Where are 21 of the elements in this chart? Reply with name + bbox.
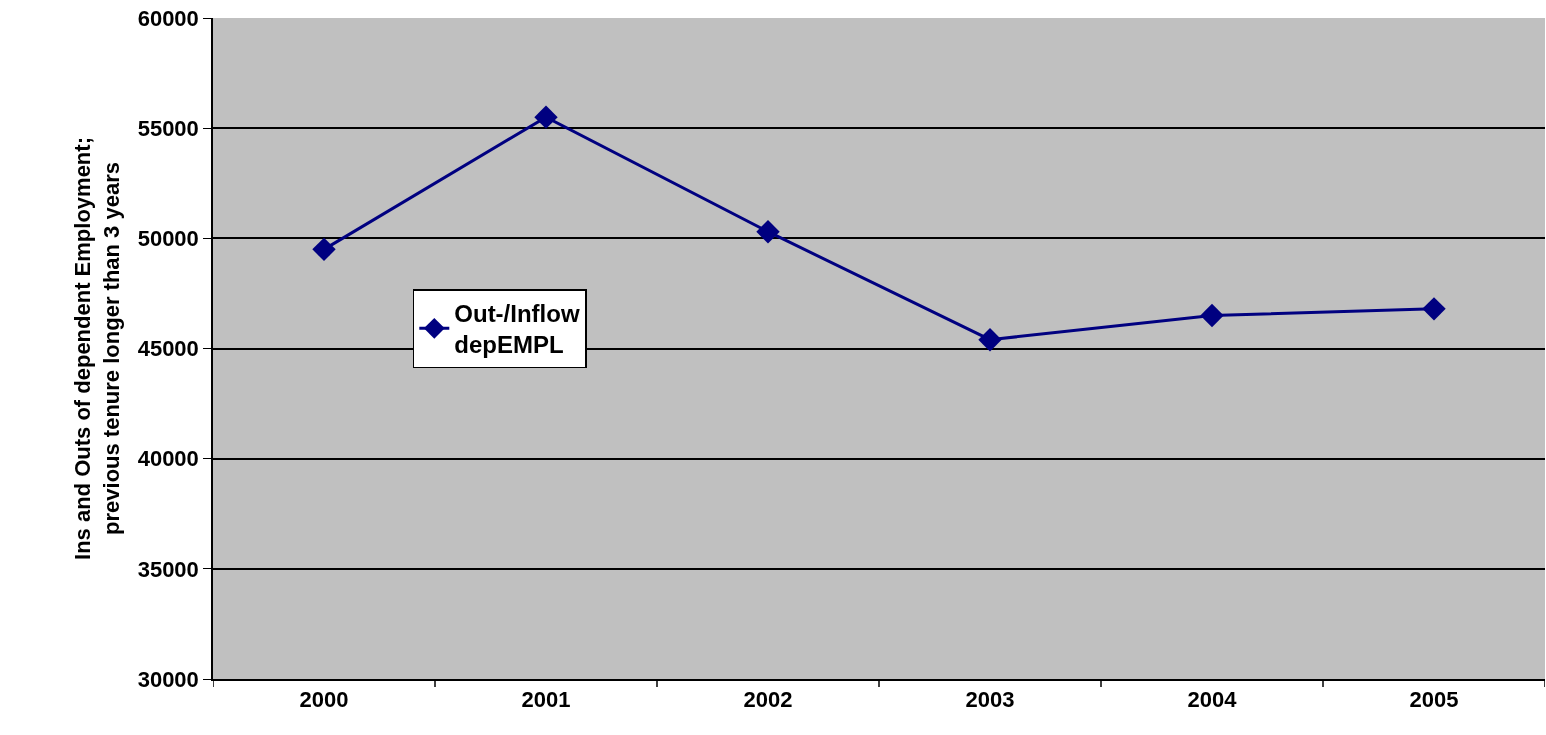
legend-label: Out-/Inflow depEMPL — [454, 300, 580, 359]
x-tick-label: 2004 — [1187, 687, 1238, 713]
y-tick-label: 35000 — [137, 556, 199, 582]
x-tick-label: 2002 — [743, 687, 793, 713]
point — [1422, 297, 1446, 321]
x-tick-label: 2001 — [521, 687, 571, 713]
y-tick-label: 40000 — [137, 446, 199, 472]
point — [534, 105, 558, 129]
y-tick-label: 30000 — [137, 666, 199, 692]
y-tick-label: 60000 — [137, 5, 199, 31]
point — [978, 327, 1002, 352]
y-tick-label: 55000 — [137, 115, 199, 141]
y-axis-title: Ins and Outs of dependent Employment; previous tenure longer than 3 years — [70, 137, 124, 560]
point — [312, 237, 336, 262]
x-tick-label: 2000 — [299, 687, 349, 713]
x-tick-label: 2003 — [965, 687, 1015, 713]
point — [756, 220, 780, 244]
y-tick-label: 45000 — [137, 336, 199, 362]
y-tick-label: 50000 — [137, 226, 199, 252]
x-tick-label: 2005 — [1409, 687, 1459, 713]
point — [1200, 303, 1224, 328]
